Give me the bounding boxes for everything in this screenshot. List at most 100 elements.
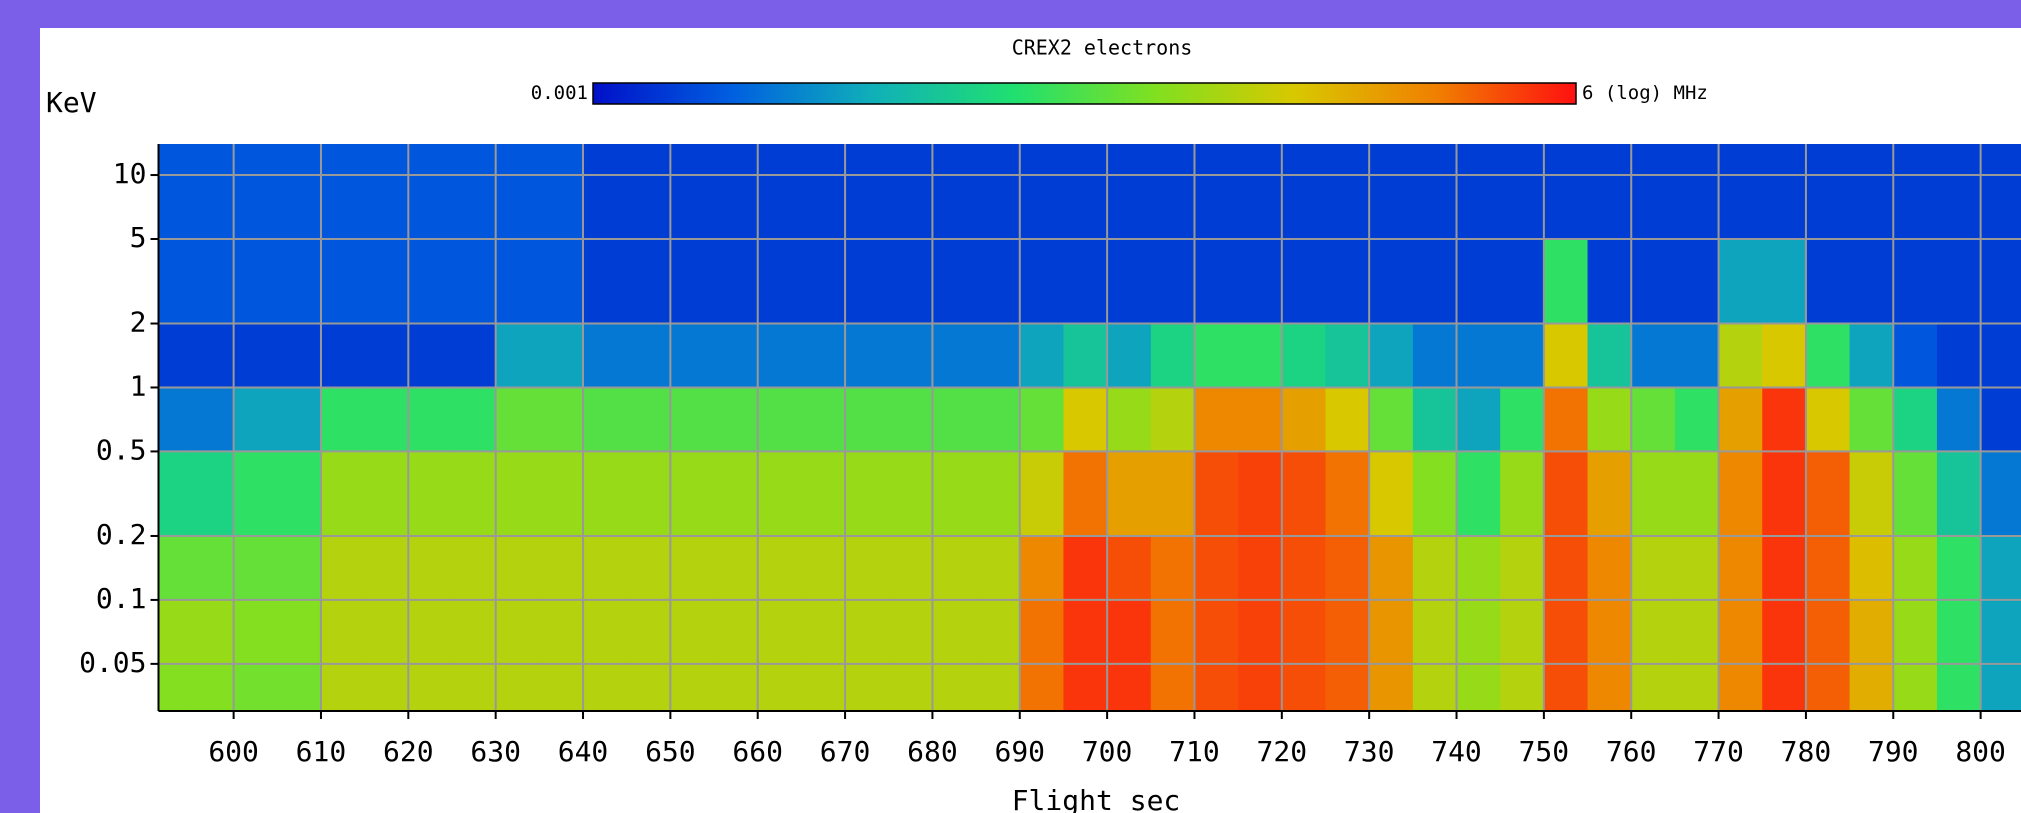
heat-cell (1849, 599, 1894, 665)
heat-cell (277, 599, 322, 665)
heat-cell (1325, 323, 1370, 388)
heat-cell (1805, 387, 1851, 452)
heat-cell (845, 238, 890, 325)
heat-cell (714, 451, 759, 537)
heat-cell (1412, 599, 1458, 665)
heat-cell (1150, 238, 1195, 325)
heat-cell (1718, 238, 1763, 325)
heat-cell (1412, 144, 1458, 240)
heat-cell (1674, 387, 1720, 452)
heat-cell (1325, 238, 1370, 325)
heat-cell (158, 663, 191, 711)
heat-cell (670, 323, 715, 388)
x-tick-label: 760 (1606, 735, 1657, 768)
heat-cell (158, 238, 191, 325)
heat-cell (888, 535, 933, 601)
heat-cell (1805, 323, 1851, 388)
heat-cell (1369, 323, 1414, 388)
heat-cell (364, 323, 409, 388)
heat-cell (1150, 663, 1195, 711)
heat-cell (1281, 451, 1326, 537)
heat-cell (539, 663, 584, 711)
heat-cell (714, 144, 759, 240)
heat-cell (158, 535, 191, 601)
heat-cell (1762, 323, 1807, 388)
heat-cell (845, 144, 890, 240)
heat-cell (1456, 323, 1501, 388)
x-tick-label: 750 (1519, 735, 1570, 768)
heat-cell (1587, 387, 1632, 452)
heat-cell (1063, 323, 1108, 388)
heat-cell (1718, 663, 1763, 711)
heat-cell (801, 387, 846, 452)
heat-cell (1936, 144, 1982, 240)
x-tick-label: 730 (1344, 735, 1395, 768)
heat-cell (1456, 599, 1501, 665)
heat-cell (408, 144, 453, 240)
heat-cell (1674, 535, 1720, 601)
heat-cell (976, 323, 1021, 388)
heat-cell (1412, 323, 1458, 388)
heat-cell (1543, 599, 1589, 665)
heat-cell (1893, 663, 1938, 711)
heat-cell (976, 535, 1021, 601)
heat-cell (1893, 387, 1938, 452)
heat-cell (932, 323, 977, 388)
heat-cell (1631, 663, 1676, 711)
heat-cell (364, 599, 409, 665)
heat-cell (1805, 451, 1851, 537)
heat-cell (233, 144, 278, 240)
heat-cell (757, 451, 802, 537)
heat-cell (801, 663, 846, 711)
heat-cell (1980, 323, 2021, 388)
heat-cell (408, 663, 453, 711)
heat-cell (757, 238, 802, 325)
heat-cell (1412, 451, 1458, 537)
heat-cell (408, 451, 453, 537)
heat-cell (888, 323, 933, 388)
heat-cell (451, 451, 497, 537)
heat-cell (845, 599, 890, 665)
heat-cell (1674, 663, 1720, 711)
heat-cell (1762, 451, 1807, 537)
heat-cell (801, 451, 846, 537)
heat-cell (1762, 535, 1807, 601)
heat-cell (539, 323, 584, 388)
heat-cell (932, 144, 977, 240)
heat-cell (189, 323, 235, 388)
heat-cell (1412, 663, 1458, 711)
heat-cell (888, 663, 933, 711)
heat-cell (189, 599, 235, 665)
heat-cell (320, 451, 366, 537)
heat-cell (233, 238, 278, 325)
chart-title: CREX2 electrons (1012, 36, 1193, 60)
heat-cell (1369, 535, 1414, 601)
heat-cell (1456, 663, 1501, 711)
heat-cell (583, 323, 628, 388)
heat-cell (1238, 663, 1283, 711)
heat-cell (888, 144, 933, 240)
heat-cell (1587, 238, 1632, 325)
heat-cell (1456, 238, 1501, 325)
heat-cell (1019, 144, 1064, 240)
heat-cell (1936, 451, 1982, 537)
heat-cell (845, 451, 890, 537)
heat-cell (1238, 535, 1283, 601)
heat-cell (845, 387, 890, 452)
heat-cell (1238, 387, 1283, 452)
heat-cell (277, 323, 322, 388)
heat-cell (1194, 387, 1239, 452)
heat-cell (1194, 663, 1239, 711)
heat-cell (233, 535, 278, 601)
heat-cell (1980, 663, 2021, 711)
x-tick-label: 700 (1082, 735, 1133, 768)
heat-cell (1893, 238, 1938, 325)
heat-cell (1281, 663, 1326, 711)
heat-cell (189, 535, 235, 601)
heat-cell (1936, 663, 1982, 711)
heat-cell (1893, 144, 1938, 240)
heat-cell (1718, 599, 1763, 665)
heat-cell (1805, 238, 1851, 325)
heat-cell (583, 451, 628, 537)
